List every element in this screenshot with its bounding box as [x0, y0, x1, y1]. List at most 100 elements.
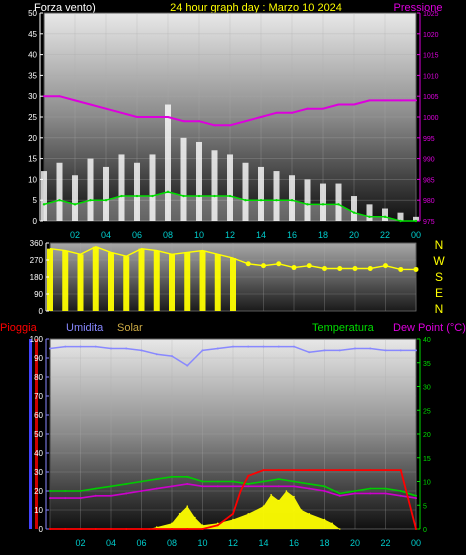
solar-point [194, 516, 196, 519]
y-tick-label: 0 [39, 525, 44, 534]
y-tick-label: 20 [423, 432, 431, 439]
solar-point [232, 518, 234, 521]
humidity-point [125, 347, 128, 350]
dew-point-point [64, 497, 67, 500]
y-tick-label: 15 [423, 456, 431, 463]
y-tick-label: 0 [39, 307, 44, 316]
solar-point [338, 528, 341, 530]
rain-point [201, 528, 204, 530]
solar-point [216, 522, 219, 525]
rain-point [293, 469, 295, 472]
humidity-point [399, 349, 402, 352]
rain-point [338, 469, 341, 472]
humidity-point [354, 347, 356, 350]
temperature-point [155, 478, 158, 481]
x-tick-label: 06 [132, 230, 142, 240]
wind-direction-bar [62, 250, 69, 311]
y-tick-label: 60 [34, 411, 43, 420]
humidity-point [262, 345, 265, 348]
temperature-point [140, 480, 143, 483]
temperature-point [216, 480, 219, 483]
humidity-point [155, 353, 158, 356]
solar-point [323, 518, 326, 521]
dew-point-point [399, 494, 402, 497]
pressure-axis: 975 980 985 990 995 1000 1005 1010 1015 1020 1025 [417, 11, 439, 226]
rain-point [140, 528, 143, 530]
pressure-point [198, 120, 200, 123]
humidity-label: Umidita [66, 322, 104, 334]
gust-bar [335, 183, 342, 221]
humidity-point [247, 345, 250, 348]
gust-bar [196, 141, 202, 221]
y-tick-label: 980 [423, 198, 435, 205]
y-tick-label: 30 [423, 385, 431, 392]
compass-labels: N W S E N [433, 238, 445, 316]
dew-point-point [338, 494, 341, 497]
rain-point [354, 469, 356, 472]
rain-point [64, 528, 67, 530]
pressure-point [399, 99, 402, 102]
wind-average-point [368, 215, 371, 219]
gust-bar [320, 183, 326, 221]
humidity-point [338, 349, 341, 352]
temperature-point [49, 490, 51, 492]
humidity-point [293, 345, 295, 348]
solar-point [262, 505, 265, 508]
wind-speed-axis: 0 5 10 15 20 25 30 35 40 45 50 [28, 9, 43, 226]
dew-point-point [262, 485, 265, 488]
wind-average-point [275, 199, 278, 202]
humidity-point [216, 347, 219, 350]
compass-label-e: E [435, 286, 443, 300]
wind-average-point [135, 194, 139, 198]
temperature-point [247, 482, 250, 485]
pressure-point [337, 103, 340, 106]
temperature-point [64, 490, 67, 492]
wind-direction-axis: 0 90 180 270 360 [30, 239, 49, 316]
rain-point [384, 469, 387, 472]
gust-bar [351, 196, 357, 221]
dew-point-point [155, 487, 158, 490]
rain-point [262, 469, 265, 472]
rain-point [186, 528, 189, 530]
dew-point-point [354, 492, 356, 495]
wind-average-point [383, 215, 387, 219]
wind-marks [41, 95, 419, 223]
temperature-point [415, 494, 417, 497]
y-tick-label: 70 [34, 392, 43, 401]
humidity-point [140, 349, 143, 352]
rain-point [415, 528, 417, 530]
dew-point-point [247, 485, 250, 488]
wind-speed-label: Forza vento) [34, 2, 96, 14]
dew-point-point [232, 485, 234, 488]
humidity-point [277, 345, 280, 348]
pressure-point [120, 111, 123, 114]
wind-average-point [290, 199, 294, 202]
wind-direction-marks [47, 246, 419, 311]
rain-point [94, 528, 97, 530]
wind-direction-bar [230, 258, 236, 311]
x-tick-label: 22 [380, 230, 390, 240]
y-tick-label: 5 [33, 196, 38, 205]
y-tick-label: 1005 [423, 94, 439, 101]
rain-point [323, 469, 326, 472]
temperature-axis: 0 5 10 15 20 25 30 35 40 [417, 337, 431, 534]
wind-average-point [399, 219, 402, 223]
rain-line [50, 469, 417, 530]
y-tick-label: 360 [30, 239, 44, 248]
y-tick-label: 40 [423, 337, 431, 344]
humidity-point [110, 347, 112, 350]
x-tick-label: 02 [75, 538, 85, 548]
humidity-point [49, 347, 51, 350]
y-tick-label: 1015 [423, 53, 439, 60]
humidity-point [64, 345, 67, 348]
dew-point-point [216, 485, 219, 488]
gust-bar [227, 154, 233, 221]
temperature-point [232, 480, 234, 483]
temperature-point [308, 482, 311, 485]
x-tick-label: 16 [289, 538, 299, 548]
humidity-point [369, 347, 372, 350]
wind-average-point [321, 203, 325, 206]
dew-point-point [308, 487, 311, 490]
x-tick-label: 18 [318, 230, 328, 240]
pressure-point [136, 116, 138, 118]
